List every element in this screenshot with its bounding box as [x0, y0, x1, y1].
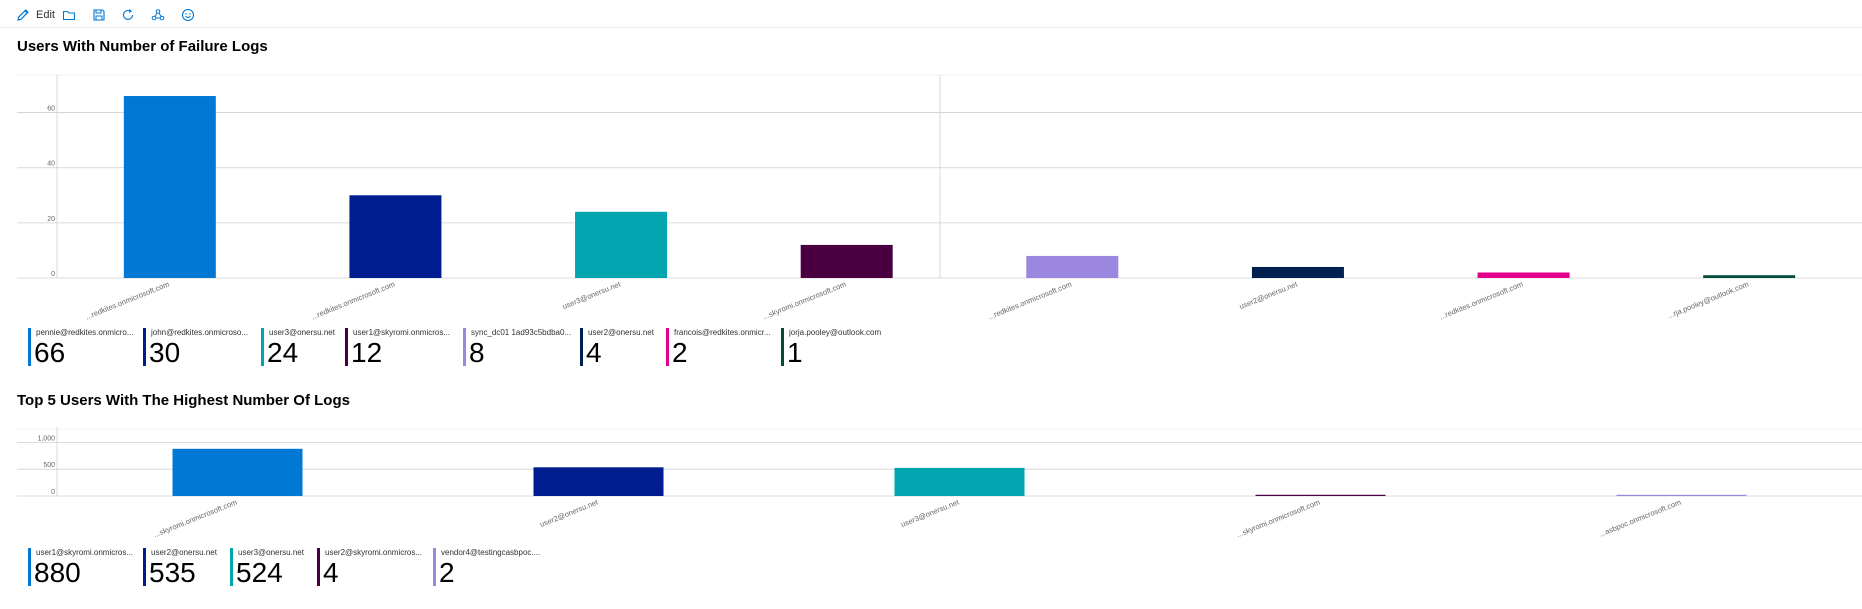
legend-value: 12	[351, 337, 383, 368]
smiley-icon	[181, 8, 195, 22]
refresh-icon	[121, 8, 135, 22]
x-tick-label: ...skyromi.onmicrosoft.com	[152, 498, 238, 540]
chart-bar[interactable]	[172, 448, 303, 496]
feedback-button[interactable]	[181, 6, 195, 24]
legend-value: 4	[586, 337, 602, 368]
folder-icon	[62, 8, 76, 22]
legend-label: user2@skyromi.onmicros...	[325, 548, 423, 557]
x-tick-label: ...redkites.onmicrosoft.com	[310, 280, 396, 322]
edit-label: Edit	[36, 9, 55, 21]
chart-bar[interactable]	[1251, 266, 1344, 278]
legend-color-swatch	[433, 548, 436, 586]
y-tick-label: 20	[47, 216, 55, 223]
refresh-button[interactable]	[121, 6, 135, 24]
top-users-chart-title: Top 5 Users With The Highest Number Of L…	[17, 392, 350, 409]
legend-color-swatch	[261, 328, 264, 366]
legend-value: 2	[672, 337, 688, 368]
legend-value: 1	[787, 337, 803, 368]
legend-color-swatch	[317, 548, 320, 586]
legend-value: 24	[267, 337, 299, 368]
chart-bar[interactable]	[349, 195, 442, 278]
legend-color-swatch	[666, 328, 669, 366]
legend-label: pennie@redkites.onmicro...	[36, 328, 134, 337]
legend-color-swatch	[28, 328, 31, 366]
failure-logs-chart: 0 20 40 60 ...redkites.onmicrosoft.com ...red…	[17, 74, 1862, 322]
open-button[interactable]	[62, 6, 76, 24]
legend-label: vendor4@testingcasbpoc....	[441, 548, 541, 557]
y-tick-label: 60	[47, 106, 55, 113]
chart-bar[interactable]	[123, 96, 216, 279]
legend-label: john@redkites.onmicroso...	[151, 328, 249, 337]
pencil-icon	[16, 8, 30, 22]
chart-bar[interactable]	[800, 244, 893, 278]
legend-label: user3@onersu.net	[269, 328, 335, 337]
x-tick-label: ...redkites.onmicrosoft.com	[84, 280, 170, 322]
chart-bar[interactable]	[1255, 494, 1386, 496]
chart-bar[interactable]	[1616, 494, 1747, 496]
legend-label: sync_dc01 1ad93c5bdba0...	[471, 328, 572, 337]
x-tick-label: user3@onersu.net	[561, 279, 623, 311]
chart-bar[interactable]	[1703, 275, 1796, 278]
legend-value: 4	[323, 557, 339, 588]
legend-color-swatch	[463, 328, 466, 366]
chart-bar[interactable]	[894, 467, 1025, 496]
legend-color-swatch	[143, 328, 146, 366]
x-tick-label: ...redkites.onmicrosoft.com	[987, 280, 1073, 322]
legend-color-swatch	[230, 548, 233, 586]
y-tick-label: 1,000	[37, 435, 55, 442]
legend-color-swatch	[345, 328, 348, 366]
edit-button[interactable]: Edit	[16, 6, 55, 24]
legend-value: 535	[149, 557, 196, 588]
legend-value: 880	[34, 557, 81, 588]
top-users-chart: 0 500 1,000 ...skyromi.onmicrosoft.com user2…	[17, 427, 1862, 540]
legend-color-swatch	[28, 548, 31, 586]
y-tick-label: 0	[51, 489, 55, 496]
legend-value: 8	[469, 337, 485, 368]
legend-value: 524	[236, 557, 283, 588]
chart-bar[interactable]	[533, 467, 664, 496]
x-tick-label: ...skyromi.onmicrosoft.com	[761, 280, 847, 322]
chart-bar[interactable]	[1477, 272, 1570, 278]
x-tick-label: ...redkites.onmicrosoft.com	[1438, 280, 1524, 322]
legend-label: user1@skyromi.onmicros...	[36, 548, 134, 557]
legend-value: 2	[439, 557, 455, 588]
legend-label: jorja.pooley@outlook.com	[789, 328, 882, 337]
share-icon	[151, 8, 165, 22]
x-tick-label: ...rja.pooley@outlook.com	[1666, 280, 1750, 321]
legend-label: user1@skyromi.onmicros...	[353, 328, 451, 337]
legend-label: user2@onersu.net	[588, 328, 654, 337]
share-button[interactable]	[151, 6, 165, 24]
legend-label: user2@onersu.net	[151, 548, 217, 557]
legend-value: 66	[34, 337, 66, 368]
legend-color-swatch	[580, 328, 583, 366]
toolbar: Edit	[0, 0, 1862, 28]
x-tick-label: user2@onersu.net	[1238, 279, 1300, 311]
save-button[interactable]	[92, 6, 106, 24]
legend-value: 30	[149, 337, 181, 368]
y-tick-label: 500	[43, 462, 55, 469]
legend-color-swatch	[781, 328, 784, 366]
x-tick-label: ...asbpoc.onmicrosoft.com	[1598, 498, 1683, 539]
x-tick-label: ...skyromi.onmicrosoft.com	[1235, 498, 1321, 540]
x-tick-label: user2@onersu.net	[539, 497, 601, 529]
legend-color-swatch	[143, 548, 146, 586]
legend-label: francois@redkites.onmicr...	[674, 328, 771, 337]
chart-bar[interactable]	[575, 211, 668, 278]
chart-bar[interactable]	[1026, 255, 1119, 278]
x-tick-label: user3@onersu.net	[900, 497, 962, 529]
y-tick-label: 40	[47, 161, 55, 168]
legend-label: user3@onersu.net	[238, 548, 304, 557]
save-icon	[92, 8, 106, 22]
y-tick-label: 0	[51, 271, 55, 278]
failure-chart-title: Users With Number of Failure Logs	[17, 38, 268, 55]
